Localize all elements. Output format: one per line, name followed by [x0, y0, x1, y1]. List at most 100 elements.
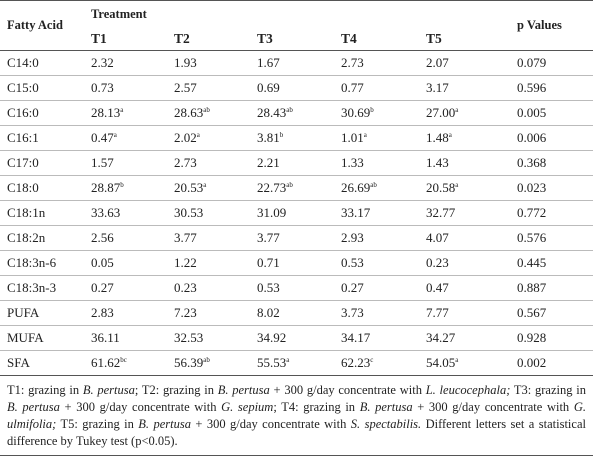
table-cell: 0.27: [334, 275, 419, 301]
footnote-text: T1: grazing in: [7, 383, 83, 397]
table-cell: 56.39ab: [167, 350, 250, 375]
treatment-header: T1: [91, 30, 107, 46]
table-cell: 4.07: [419, 225, 511, 251]
footnote-text: + 300 g/day concentrate with: [412, 400, 574, 414]
table-cell: 0.05: [84, 250, 167, 276]
table-cell: 0.928: [510, 325, 593, 351]
table-cell: 3.77: [250, 225, 334, 251]
table-cell: 0.53: [334, 250, 419, 276]
treatment-header: T4: [341, 30, 357, 46]
cell-value: 1.01: [341, 130, 364, 145]
significance-letter: a: [203, 181, 207, 189]
cell-value: 28.43: [257, 105, 287, 120]
header-cell: p Values: [517, 18, 562, 32]
table-cell: 0.002: [510, 350, 593, 375]
table-cell: 28.87b: [84, 175, 167, 201]
table-cell: 1.93: [174, 55, 197, 70]
table-cell: 31.09: [250, 200, 334, 226]
table-cell: 0.887: [510, 275, 593, 301]
table-cell: 0.006: [510, 125, 593, 151]
table-cell: 3.17: [419, 75, 511, 101]
table-cell: 1.67: [257, 55, 280, 70]
cell-value: 1.48: [426, 130, 449, 145]
significance-letter: ab: [203, 356, 210, 364]
significance-letter: b: [370, 106, 374, 114]
cell-value: 26.69: [341, 180, 371, 195]
table-cell: 0.73: [84, 75, 167, 101]
cell-value: 20.53: [174, 180, 204, 195]
table-cell: 0.53: [250, 275, 334, 301]
table-cell: 28.63ab: [167, 100, 250, 126]
table-cell: 0.77: [334, 75, 419, 101]
table-cell: 26.69ab: [334, 175, 419, 201]
table-cell: 1.33: [334, 150, 419, 176]
table-cell: 0.47: [419, 275, 511, 301]
table-cell: 2.73: [341, 55, 364, 70]
cell-value: 28.87: [91, 180, 121, 195]
footnote-text: T5: grazing in: [56, 417, 139, 431]
footnote-text: G. sepium: [221, 400, 274, 414]
table-cell: 30.69b: [334, 100, 419, 126]
table-cell: 34.27: [419, 325, 511, 351]
table-cell: 2.93: [334, 225, 419, 251]
significance-letter: a: [448, 131, 452, 139]
table-cell: 7.77: [419, 300, 511, 326]
table-cell: 3.81b: [250, 125, 334, 151]
footnote: T1: grazing in B. pertusa; T2: grazing i…: [0, 375, 593, 456]
cell-value: 3.81: [257, 130, 280, 145]
significance-letter: a: [455, 356, 459, 364]
table-cell: 2.57: [167, 75, 250, 101]
footnote-text: Different letters set a statistical diff…: [7, 417, 586, 448]
table-cell: 0.23: [419, 250, 511, 276]
table-cell: C18:0: [0, 175, 84, 201]
table-cell: 1.43: [419, 150, 511, 176]
table-cell: 33.63: [84, 200, 167, 226]
table-cell: 0.445: [510, 250, 593, 276]
table-cell: 28.13a: [84, 100, 167, 126]
table-cell: 0.079: [517, 55, 547, 70]
footnote-text: B. pertusa: [82, 383, 135, 397]
table-cell: 0.69: [250, 75, 334, 101]
table-cell: 1.57: [84, 150, 167, 176]
significance-letter: bc: [120, 356, 127, 364]
table-row: C16:1 0.47a 2.02a 3.81b 1.01a 1.48a 0.006: [0, 125, 593, 151]
significance-letter: ab: [370, 181, 377, 189]
table-cell: 61.62bc: [84, 350, 167, 375]
table-cell: 32.77: [419, 200, 511, 226]
table-cell: 3.77: [167, 225, 250, 251]
table-row: SFA 61.62bc 56.39ab 55.53a 62.23c 54.05a 0.002: [0, 350, 593, 375]
table-cell: 0.023: [510, 175, 593, 201]
footnote-text: L. leucocephala;: [425, 383, 511, 397]
significance-letter: a: [455, 106, 459, 114]
table-cell: C18:1n: [0, 200, 84, 226]
table-cell: C18:3n-3: [0, 275, 84, 301]
significance-letter: ab: [203, 106, 210, 114]
header-row: T1 T2 T3 T4 T5: [0, 27, 593, 51]
cell-value: 28.13: [91, 105, 121, 120]
significance-letter: a: [455, 181, 459, 189]
cell-value: 55.53: [257, 355, 287, 370]
table-row: C14:0 2.32 1.93 1.67 2.73 2.07 0.079: [0, 51, 593, 76]
table-cell: C18:2n: [0, 225, 84, 251]
table-cell: 0.576: [510, 225, 593, 251]
table-cell: 2.07: [426, 55, 449, 70]
significance-letter: b: [120, 181, 124, 189]
data-table: Fatty Acid Treatment p Values T1 T2 T3 T4 T5…: [0, 0, 593, 375]
table-cell: 7.23: [167, 300, 250, 326]
table-row: PUFA 2.83 7.23 8.02 3.73 7.77 0.567: [0, 300, 593, 326]
table-cell: 32.53: [167, 325, 250, 351]
cell-value: 2.02: [174, 130, 197, 145]
table-cell: 3.73: [334, 300, 419, 326]
cell-value: 28.63: [174, 105, 204, 120]
table-row: C17:0 1.57 2.73 2.21 1.33 1.43 0.368: [0, 150, 593, 176]
table-cell: 0.772: [510, 200, 593, 226]
significance-letter: ab: [286, 181, 293, 189]
footnote-text: + 300 g/day concentrate with: [269, 383, 426, 397]
table-cell: 0.368: [510, 150, 593, 176]
table-cell: 20.53a: [167, 175, 250, 201]
table-cell: 0.23: [167, 275, 250, 301]
footnote-text: ; T4: grazing in: [273, 400, 360, 414]
table-cell: 2.83: [84, 300, 167, 326]
table-cell: 2.02a: [167, 125, 250, 151]
significance-letter: a: [286, 356, 290, 364]
